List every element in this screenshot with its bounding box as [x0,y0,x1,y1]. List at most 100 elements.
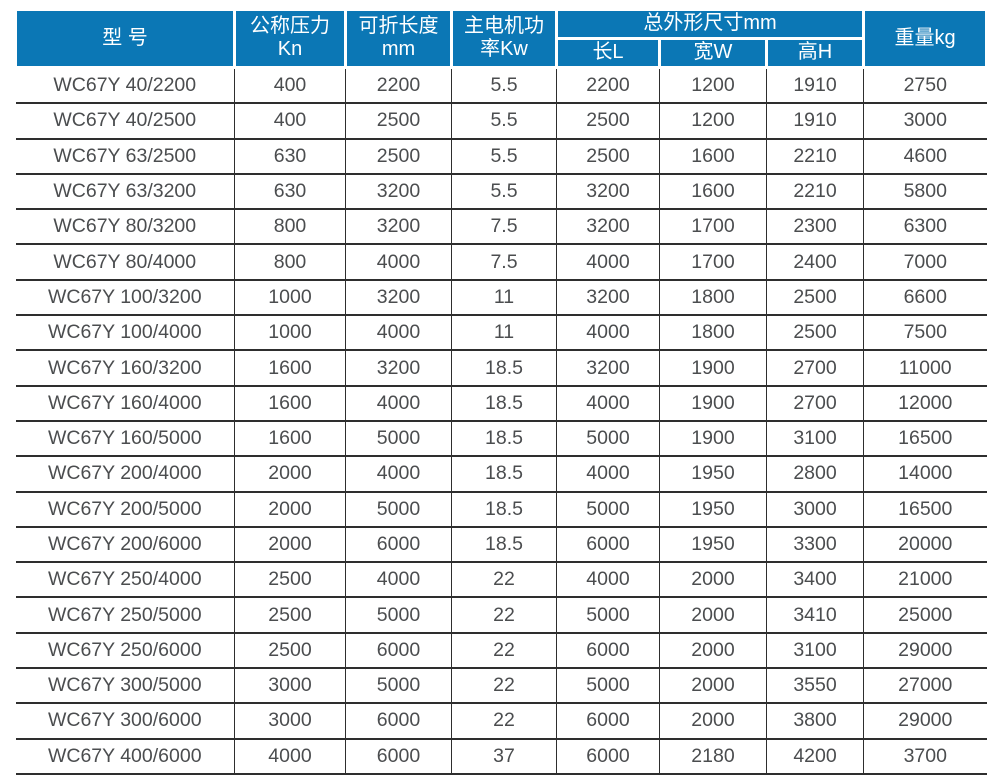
cell-model: WC67Y 300/5000 [15,668,235,705]
header-motor-power: 主电机功 率Kw [450,8,558,69]
cell-weight-kg: 4600 [863,138,987,175]
cell-weight-kg: 3700 [863,738,987,775]
cell-motor-power-kw: 18.5 [451,385,557,422]
header-dim-height: 高H [764,37,866,69]
cell-weight-kg: 3000 [863,103,987,140]
cell-model: WC67Y 200/5000 [15,491,235,528]
cell-height-h: 2800 [765,456,865,493]
cell-model: WC67Y 160/3200 [15,350,235,387]
cell-fold-length-mm: 3200 [345,209,452,246]
cell-weight-kg: 6600 [863,279,987,317]
header-model: 型 号 [14,8,236,69]
cell-width-w: 1200 [659,67,767,105]
cell-motor-power-kw: 22 [451,597,557,634]
cell-model: WC67Y 400/6000 [15,738,235,775]
cell-height-h: 4200 [765,738,865,775]
cell-nominal-pressure-kn: 2000 [234,491,346,528]
table-row: WC67Y 63/2500 630 2500 5.5 2500 1600 2210 4600 [15,138,987,175]
cell-length-l: 5000 [556,420,660,458]
cell-height-h: 3410 [765,597,865,634]
cell-motor-power-kw: 18.5 [451,526,557,564]
cell-width-w: 1900 [659,350,767,387]
cell-fold-length-mm: 4000 [345,315,452,352]
cell-length-l: 6000 [556,526,660,564]
cell-motor-power-kw: 22 [451,632,557,670]
cell-fold-length-mm: 5000 [345,668,452,705]
header-overall-dimensions: 总外形尺寸mm [554,8,866,40]
table-row: WC67Y 250/4000 2500 4000 22 4000 2000 3400 2100… [15,562,987,599]
cell-model: WC67Y 250/6000 [15,632,235,670]
cell-height-h: 1910 [765,67,865,105]
cell-width-w: 2000 [659,597,767,634]
cell-nominal-pressure-kn: 1600 [234,385,346,422]
table-row: WC67Y 160/5000 1600 5000 18.5 5000 1900 3100 16… [15,420,987,458]
cell-length-l: 3200 [556,350,660,387]
cell-model: WC67Y 200/4000 [15,456,235,493]
cell-motor-power-kw: 7.5 [451,209,557,246]
cell-width-w: 1800 [659,279,767,317]
cell-height-h: 3100 [765,632,865,670]
cell-height-h: 2400 [765,244,865,281]
cell-nominal-pressure-kn: 2500 [234,562,346,599]
cell-width-w: 2000 [659,668,767,705]
cell-nominal-pressure-kn: 2000 [234,526,346,564]
table-row: WC67Y 300/5000 3000 5000 22 5000 2000 3550 2700… [15,668,987,705]
cell-fold-length-mm: 2200 [345,67,452,105]
cell-nominal-pressure-kn: 1000 [234,315,346,352]
cell-motor-power-kw: 5.5 [451,173,557,211]
cell-motor-power-kw: 11 [451,315,557,352]
cell-fold-length-mm: 4000 [345,244,452,281]
table-row: WC67Y 63/3200 630 3200 5.5 3200 1600 2210 5800 [15,173,987,211]
cell-height-h: 2210 [765,173,865,211]
cell-fold-length-mm: 3200 [345,350,452,387]
cell-model: WC67Y 80/4000 [15,244,235,281]
cell-width-w: 1900 [659,385,767,422]
cell-height-h: 2700 [765,385,865,422]
cell-width-w: 1950 [659,526,767,564]
cell-weight-kg: 2750 [863,67,987,105]
cell-nominal-pressure-kn: 3000 [234,703,346,740]
cell-length-l: 3200 [556,173,660,211]
cell-model: WC67Y 250/4000 [15,562,235,599]
cell-length-l: 6000 [556,703,660,740]
cell-fold-length-mm: 3200 [345,173,452,211]
cell-height-h: 2300 [765,209,865,246]
cell-weight-kg: 16500 [863,420,987,458]
cell-nominal-pressure-kn: 1600 [234,420,346,458]
cell-nominal-pressure-kn: 3000 [234,668,346,705]
cell-weight-kg: 29000 [863,632,987,670]
cell-height-h: 2700 [765,350,865,387]
cell-height-h: 3000 [765,491,865,528]
cell-motor-power-kw: 5.5 [451,138,557,175]
table-row: WC67Y 160/3200 1600 3200 18.5 3200 1900 2700 11… [15,350,987,387]
cell-model: WC67Y 160/4000 [15,385,235,422]
cell-motor-power-kw: 37 [451,738,557,775]
cell-weight-kg: 20000 [863,526,987,564]
cell-weight-kg: 12000 [863,385,987,422]
cell-length-l: 5000 [556,668,660,705]
table-row: WC67Y 160/4000 1600 4000 18.5 4000 1900 2700 12… [15,385,987,422]
cell-weight-kg: 7500 [863,315,987,352]
cell-weight-kg: 14000 [863,456,987,493]
header-weight: 重量kg [862,8,989,69]
cell-width-w: 1700 [659,244,767,281]
table-row: WC67Y 400/6000 4000 6000 37 6000 2180 4200 3700 [15,738,987,775]
cell-height-h: 3400 [765,562,865,599]
cell-length-l: 2200 [556,67,660,105]
cell-width-w: 1700 [659,209,767,246]
spec-table: 型 号 公称压力 Kn 可折长度 mm 主电机功 率Kw 总外形尺寸mm 重量k… [14,8,989,775]
table-row: WC67Y 80/4000 800 4000 7.5 4000 1700 2400 7000 [15,244,987,281]
table-row: WC67Y 200/6000 2000 6000 18.5 6000 1950 3300 20… [15,526,987,564]
cell-model: WC67Y 300/6000 [15,703,235,740]
cell-width-w: 2000 [659,562,767,599]
cell-nominal-pressure-kn: 400 [234,103,346,140]
table-row: WC67Y 250/6000 2500 6000 22 6000 2000 3100 2900… [15,632,987,670]
cell-width-w: 1950 [659,491,767,528]
cell-length-l: 5000 [556,597,660,634]
cell-length-l: 6000 [556,632,660,670]
table-row: WC67Y 200/5000 2000 5000 18.5 5000 1950 3000 16… [15,491,987,528]
cell-model: WC67Y 63/3200 [15,173,235,211]
cell-height-h: 3300 [765,526,865,564]
cell-motor-power-kw: 18.5 [451,420,557,458]
